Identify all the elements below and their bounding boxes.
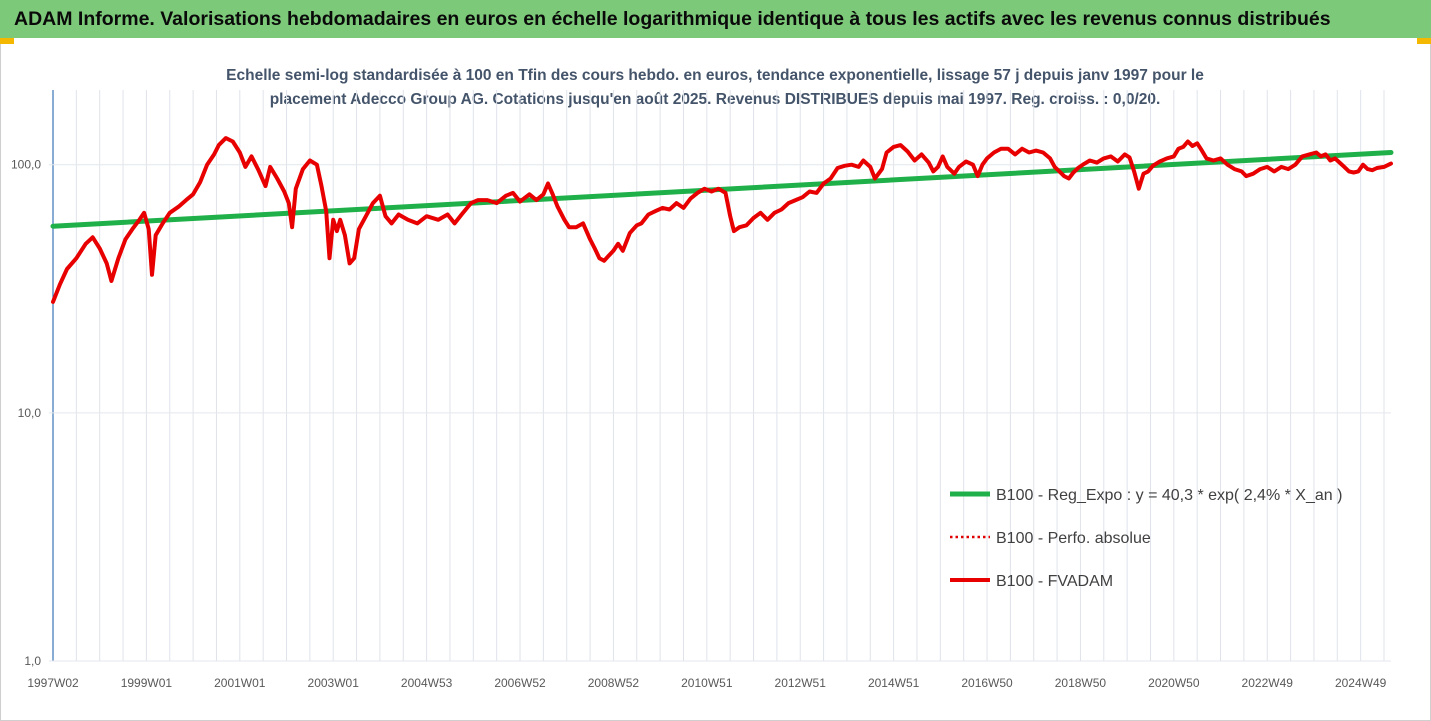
x-tick-label: 2020W50 xyxy=(1148,676,1200,690)
y-tick-label: 10,0 xyxy=(18,406,42,420)
x-tick-label: 2004W53 xyxy=(401,676,453,690)
banner-corner-left xyxy=(0,38,14,44)
x-tick-label: 2006W52 xyxy=(494,676,546,690)
x-tick-label: 2016W50 xyxy=(961,676,1013,690)
y-tick-label: 100,0 xyxy=(11,158,41,172)
chart-title-line-1: Echelle semi-log standardisée à 100 en T… xyxy=(226,67,1204,84)
series-line-2 xyxy=(51,136,1393,304)
x-tick-label: 1999W01 xyxy=(121,676,173,690)
y-tick-label: 1,0 xyxy=(24,654,41,668)
x-tick-label: 2010W51 xyxy=(681,676,733,690)
x-tick-label: 2003W01 xyxy=(308,676,360,690)
x-tick-label: 2012W51 xyxy=(775,676,827,690)
page-title: ADAM Informe. Valorisations hebdomadaire… xyxy=(0,0,1431,38)
x-tick-label: 2008W52 xyxy=(588,676,640,690)
chart-title-line-2: placement Adecco Group AG. Cotations jus… xyxy=(269,91,1161,108)
chart-title: Echelle semi-log standardisée à 100 en T… xyxy=(60,64,1370,112)
x-tick-label: 2014W51 xyxy=(868,676,920,690)
legend-label-1: B100 - Perfo. absolue xyxy=(996,530,1151,547)
x-tick-label: 2022W49 xyxy=(1242,676,1294,690)
legend-label-2: B100 - FVADAM xyxy=(996,573,1113,590)
x-tick-label: 1997W02 xyxy=(27,676,79,690)
x-tick-label: 2018W50 xyxy=(1055,676,1107,690)
legend-label-0: B100 - Reg_Expo : y = 40,3 * exp( 2,4% *… xyxy=(996,487,1342,504)
x-tick-label: 2001W01 xyxy=(214,676,266,690)
banner-corner-right xyxy=(1417,38,1431,44)
x-tick-label: 2024W49 xyxy=(1335,676,1387,690)
